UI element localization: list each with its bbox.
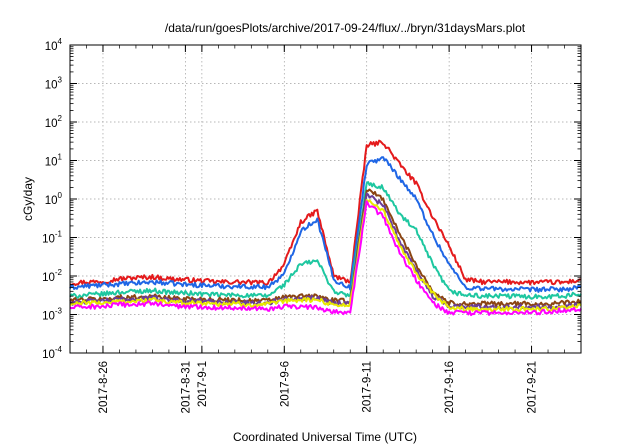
x-tick-label: 2017-9-11 xyxy=(362,361,374,413)
x-tick-label: 2017-9-21 xyxy=(527,361,539,413)
y-tick-label: 10-2 xyxy=(42,268,62,284)
y-tick-label: 102 xyxy=(45,114,63,130)
series-group xyxy=(69,139,582,317)
series-line xyxy=(69,199,582,313)
x-tick-label: 2017-8-31 xyxy=(180,361,192,413)
y-tick-label: 100 xyxy=(45,191,63,207)
y-axis-label: cGy/day xyxy=(21,177,35,221)
x-axis-label: Coordinated Universal Time (UTC) xyxy=(233,430,417,444)
y-tick-label: 101 xyxy=(45,153,63,169)
series-line xyxy=(69,188,582,308)
chart-title: /data/run/goesPlots/archive/2017-09-24/f… xyxy=(165,21,526,35)
series-line xyxy=(69,139,582,287)
x-tick-label: 2017-8-26 xyxy=(98,361,110,413)
series-line xyxy=(69,156,582,293)
x-axis: 2017-8-26 2017-8-31 2017-9-1 2017-9-6 2017-9… xyxy=(69,45,582,413)
x-tick-label: 2017-9-6 xyxy=(279,361,291,407)
series-line xyxy=(69,192,582,310)
series-line xyxy=(69,200,582,317)
series-line xyxy=(69,181,582,300)
y-tick-label: 10-4 xyxy=(42,345,62,361)
y-tick-label: 10-3 xyxy=(42,307,62,323)
y-tick-label: 104 xyxy=(45,37,63,53)
x-tick-label: 2017-9-16 xyxy=(444,361,456,413)
y-tick-label: 103 xyxy=(45,76,63,92)
y-axis: 10-4 10-3 10-2 10-1 100 101 102 103 104 xyxy=(42,37,581,361)
y-tick-label: 10-1 xyxy=(42,230,62,246)
x-tick-label: 2017-9-1 xyxy=(197,361,209,407)
